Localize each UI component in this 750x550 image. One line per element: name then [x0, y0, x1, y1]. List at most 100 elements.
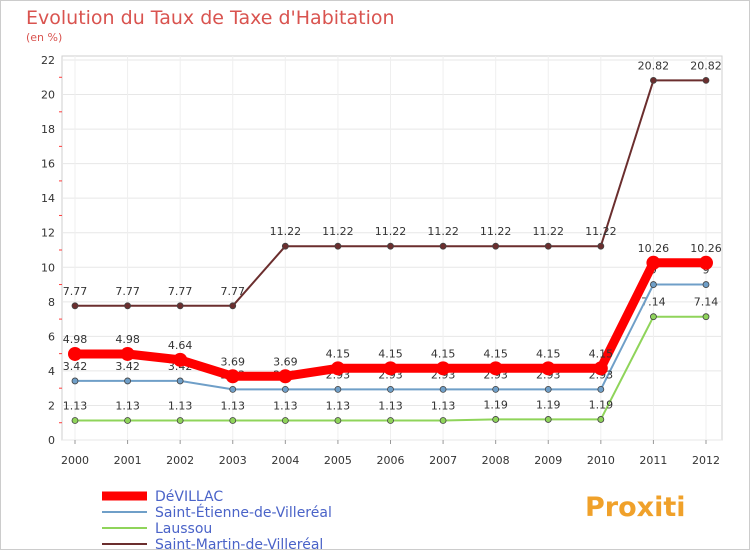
series-3-point-3	[225, 369, 240, 384]
series-1-point-4	[281, 417, 289, 424]
series-0-label-9: 11.22	[533, 225, 565, 238]
series-0-point-3	[229, 302, 237, 310]
series-2-point-1	[124, 377, 131, 385]
legend-label-0: DéVILLAC	[155, 489, 223, 505]
y-tick-label-7: 14	[41, 192, 55, 205]
x-tick-label-1: 2001	[114, 454, 142, 467]
series-3-label-6: 4.15	[378, 347, 403, 360]
series-3-label-5: 4.15	[326, 347, 351, 360]
series-2-label-12: 9	[703, 264, 710, 277]
series-1-point-6	[387, 417, 394, 424]
series-1-point-2	[176, 417, 184, 424]
series-2-point-5	[334, 385, 342, 393]
x-tick-label-3: 2003	[219, 454, 247, 467]
series-2-point-9	[544, 385, 552, 393]
series-0-point-8	[492, 242, 500, 250]
x-tick-label-9: 2009	[534, 454, 562, 467]
series-2-point-11	[650, 281, 657, 288]
series-1-point-1	[124, 417, 131, 424]
series-1-point-3	[229, 417, 237, 424]
series-2-point-2	[176, 377, 184, 385]
series-3-label-4: 3.69	[273, 355, 298, 368]
plot-layer: 0 2 4 6 8 10 12 14 16 18 20 22 2000 2001 2002 2003 2004 2…	[41, 54, 723, 467]
series-3-label-9: 4.15	[536, 347, 561, 360]
x-tick-label-0: 2000	[61, 454, 89, 467]
series-2-point-0	[71, 377, 79, 385]
x-tick-label-10: 2010	[587, 454, 615, 467]
series-0-point-0	[71, 302, 79, 310]
series-3-point-9	[541, 361, 556, 376]
series-3-label-7: 4.15	[431, 347, 456, 360]
series-0-label-4: 11.22	[270, 225, 302, 238]
series-3-label-10: 4.15	[589, 347, 614, 360]
series-0-label-10: 11.22	[585, 225, 617, 238]
y-tick-label-1: 2	[48, 399, 55, 412]
series-3-point-4	[278, 369, 293, 384]
series-3-label-2: 4.64	[168, 339, 193, 352]
chart-title: Evolution du Taux de Taxe d'Habitation	[26, 7, 395, 29]
series-3-label-0: 4.98	[63, 333, 88, 346]
series-3-point-2	[173, 352, 188, 367]
series-3-point-7	[436, 361, 451, 376]
series-2-point-3	[229, 385, 237, 393]
series-2-label-0: 3.42	[63, 360, 88, 373]
series-3-label-3: 3.69	[221, 355, 246, 368]
series-1-point-8	[492, 416, 500, 423]
series-3-point-0	[68, 346, 82, 361]
y-tick-label-4: 8	[48, 296, 55, 309]
series-3-point-1	[120, 346, 135, 361]
series-0-label-12: 20.82	[690, 59, 722, 72]
series-0-label-2: 7.77	[168, 285, 193, 298]
series-2-point-8	[492, 385, 500, 393]
series-0-point-9	[544, 242, 552, 250]
series-3-label-1: 4.98	[115, 333, 140, 346]
x-tick-label-6: 2006	[377, 454, 405, 467]
series-0-label-5: 11.22	[322, 225, 354, 238]
series-1-label-0: 1.13	[63, 399, 88, 412]
series-1-label-11: 7.14	[641, 296, 666, 309]
series-1-point-10	[597, 416, 605, 423]
series-0-label-1: 7.77	[115, 285, 140, 298]
y-tick-label-8: 16	[41, 158, 55, 171]
legend-label-2: Laussou	[155, 521, 212, 537]
series-0-point-12	[702, 76, 710, 84]
series-2-point-4	[281, 385, 289, 393]
series-1-label-1: 1.13	[115, 399, 140, 412]
series-3-point-8	[488, 361, 503, 376]
x-tick-label-4: 2004	[271, 454, 299, 467]
series-1-label-10: 1.19	[589, 398, 614, 411]
series-1-label-4: 1.13	[273, 399, 298, 412]
series-3-point-5	[330, 361, 345, 376]
y-tick-label-0: 0	[48, 434, 55, 447]
series-2-point-7	[439, 385, 447, 393]
series-1-label-2: 1.13	[168, 399, 193, 412]
series-1-label-12: 7.14	[694, 296, 719, 309]
series-0-label-3: 7.77	[221, 285, 246, 298]
y-tick-label-5: 10	[41, 261, 55, 274]
y-tick-label-10: 20	[41, 89, 55, 102]
series-0-point-10	[597, 242, 605, 250]
series-3-label-8: 4.15	[483, 347, 508, 360]
y-tick-label-9: 18	[41, 123, 55, 136]
series-1-point-0	[71, 417, 79, 424]
series-1-label-6: 1.13	[378, 399, 403, 412]
x-tick-label-5: 2005	[324, 454, 352, 467]
series-0-label-11: 20.82	[638, 59, 670, 72]
series-2-label-1: 3.42	[115, 360, 140, 373]
series-1-point-9	[544, 416, 552, 423]
y-tick-label-11: 22	[41, 54, 55, 67]
series-0-label-0: 7.77	[63, 285, 88, 298]
series-3-point-10	[593, 361, 608, 376]
series-2-point-6	[387, 385, 394, 393]
x-tick-label-7: 2007	[429, 454, 457, 467]
series-0-point-1	[124, 302, 131, 310]
x-tick-label-2: 2002	[166, 454, 194, 467]
series-3-point-12	[699, 255, 713, 270]
y-tick-label-6: 12	[41, 227, 55, 240]
series-3-label-12: 10.26	[690, 242, 722, 255]
chart-subtitle: (en %)	[26, 31, 62, 44]
series-1-label-5: 1.13	[326, 399, 351, 412]
x-tick-label-11: 2011	[639, 454, 667, 467]
series-2-point-10	[597, 385, 605, 393]
